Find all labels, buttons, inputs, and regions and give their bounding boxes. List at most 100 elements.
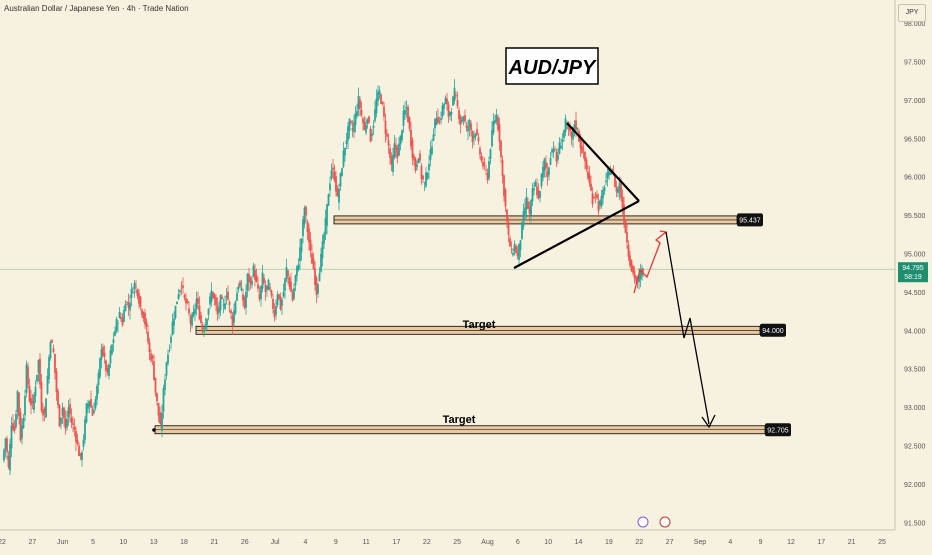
candle-body bbox=[498, 124, 501, 142]
candle-body bbox=[459, 116, 462, 126]
price-tick-label: 92.500 bbox=[904, 444, 926, 451]
candle-body bbox=[545, 162, 547, 169]
candle-body bbox=[497, 117, 499, 130]
candle-body bbox=[99, 358, 101, 377]
candle-body bbox=[21, 425, 23, 439]
candle-body bbox=[82, 439, 85, 447]
candle-body bbox=[93, 410, 95, 414]
candle-body bbox=[377, 91, 379, 101]
pair-label: AUD/JPY bbox=[508, 57, 597, 79]
price-tick-label: 95.000 bbox=[904, 251, 926, 258]
candle-body bbox=[111, 344, 113, 355]
candle-body bbox=[357, 96, 360, 110]
currency-badge[interactable]: JPY bbox=[898, 4, 926, 22]
candle-body bbox=[585, 159, 588, 169]
candle-body bbox=[464, 115, 466, 122]
candle-body bbox=[614, 175, 616, 188]
time-tick-label: 12 bbox=[787, 539, 795, 546]
candle-body bbox=[416, 164, 418, 167]
time-tick-label: 11 bbox=[362, 539, 369, 546]
candle-body bbox=[557, 154, 559, 160]
candle-body bbox=[290, 281, 292, 292]
candle-body bbox=[363, 121, 366, 130]
candle-body bbox=[546, 171, 549, 177]
candle-body bbox=[615, 186, 618, 192]
candle-body bbox=[351, 128, 354, 131]
candle-body bbox=[444, 97, 447, 105]
candle-body bbox=[393, 143, 396, 158]
candle-body bbox=[549, 157, 552, 165]
candle-body bbox=[182, 285, 184, 288]
candle-body bbox=[330, 170, 333, 179]
candle-body bbox=[581, 145, 583, 154]
candle-body bbox=[260, 286, 262, 300]
target1-level-tag: 94.000 bbox=[762, 328, 784, 335]
candle-body bbox=[129, 302, 131, 311]
candle-body bbox=[154, 377, 157, 393]
candle-body bbox=[255, 275, 258, 282]
candle-body bbox=[66, 419, 68, 428]
candle-body bbox=[344, 147, 346, 156]
time-tick-label: 25 bbox=[453, 539, 461, 546]
candle-body bbox=[281, 299, 283, 306]
candle-body bbox=[42, 409, 44, 416]
candle-body bbox=[516, 253, 519, 257]
current-price-tag-bg bbox=[898, 262, 928, 283]
candle-body bbox=[84, 419, 86, 440]
candle-body bbox=[100, 349, 103, 360]
candle-body bbox=[225, 295, 228, 298]
candle-body bbox=[79, 453, 82, 457]
candle-body bbox=[470, 123, 472, 131]
candle-body bbox=[300, 238, 303, 253]
candle-body bbox=[411, 140, 414, 159]
time-tick-label: 9 bbox=[334, 539, 338, 546]
candle-body bbox=[642, 268, 644, 273]
candle-body bbox=[25, 364, 28, 393]
candle-body bbox=[179, 290, 181, 293]
candle-body bbox=[396, 147, 399, 158]
candle-body bbox=[124, 304, 127, 312]
time-tick-label: 27 bbox=[666, 539, 674, 546]
candle-body bbox=[240, 287, 243, 291]
candle-body bbox=[602, 189, 604, 199]
candle-body bbox=[570, 131, 573, 138]
candle-body bbox=[33, 395, 35, 411]
candle-body bbox=[398, 143, 400, 156]
candle-body bbox=[78, 445, 80, 456]
candle-body bbox=[12, 422, 14, 430]
candle-body bbox=[530, 200, 532, 216]
price-tick-label: 91.500 bbox=[904, 520, 926, 527]
candle-body bbox=[576, 128, 579, 129]
triangle-upper-line bbox=[566, 122, 640, 202]
candle-body bbox=[279, 296, 282, 310]
candle-body bbox=[383, 106, 385, 117]
candle-body bbox=[148, 342, 151, 353]
candle-body bbox=[462, 116, 465, 121]
candle-body bbox=[233, 310, 235, 323]
candle-body bbox=[473, 135, 475, 139]
candle-body bbox=[327, 194, 330, 206]
candle-body bbox=[513, 244, 516, 252]
candle-body bbox=[57, 390, 59, 406]
candle-body bbox=[183, 294, 186, 298]
candle-body bbox=[309, 239, 312, 251]
candle-body bbox=[638, 275, 640, 283]
candle-body bbox=[210, 290, 213, 302]
candle-body bbox=[507, 222, 510, 235]
candle-body bbox=[432, 134, 435, 141]
candle-body bbox=[501, 160, 504, 176]
candle-body bbox=[141, 309, 143, 315]
candle-body bbox=[114, 330, 116, 336]
candle-body bbox=[127, 302, 130, 308]
candle-body bbox=[359, 99, 361, 109]
candle-body bbox=[69, 404, 71, 415]
candle-body bbox=[159, 413, 161, 424]
candle-body bbox=[390, 156, 393, 165]
candle-body bbox=[564, 118, 567, 133]
candle-body bbox=[345, 140, 348, 145]
candle-body bbox=[620, 184, 622, 198]
price-axis[interactable]: 98.000 97.500 97.000 96.500 96.000 95.500 95.0… bbox=[894, 0, 928, 530]
time-axis[interactable]: 22 27 Jun 5 10 13 18 21 26 Jul 4 9 11 17 22 25 Aug 6 10 14 1… bbox=[0, 516, 895, 546]
